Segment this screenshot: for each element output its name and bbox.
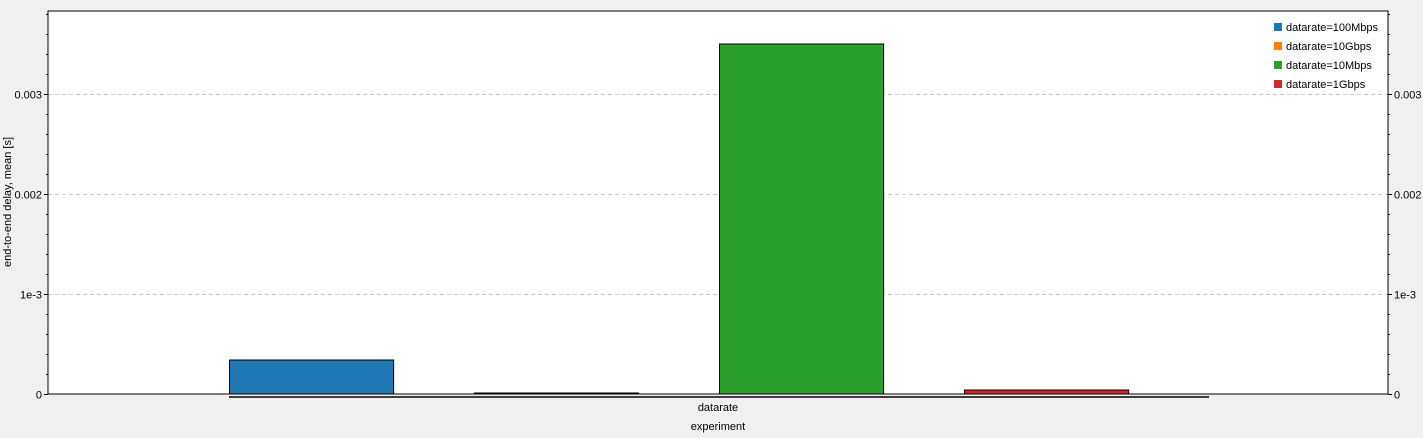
plot-frame <box>47 10 1389 395</box>
x-axis-label: experiment <box>691 421 745 433</box>
legend-swatch <box>1274 42 1282 50</box>
legend-label: datarate=1Gbps <box>1286 79 1366 91</box>
y-tick-label-right: 0.003 <box>1394 90 1422 102</box>
grid-layer <box>48 94 1388 295</box>
y-axis-ticks: 0 0 1e-3 1e-3 0.002 0.002 0.003 0.003 <box>14 90 1421 402</box>
legend-label: datarate=100Mbps <box>1286 22 1379 34</box>
y-tick-label-right: 1e-3 <box>1394 290 1416 302</box>
plot-area <box>48 11 1388 394</box>
y-tick-label-right: 0 <box>1394 390 1400 402</box>
y-tick-label-left: 0.002 <box>14 190 42 202</box>
bar-datarate-1gbps <box>964 389 1130 395</box>
y-tick-label-right: 0.002 <box>1394 190 1422 202</box>
legend-swatch <box>1274 23 1282 31</box>
legend: datarate=100Mbps datarate=10Gbps datarate=… <box>1274 22 1379 91</box>
legend-label: datarate=10Mbps <box>1286 60 1372 72</box>
legend-swatch <box>1274 61 1282 69</box>
group-label: datarate <box>698 402 738 414</box>
bar-datarate-100mbps <box>229 359 395 395</box>
legend-swatch <box>1274 80 1282 88</box>
y-tick-label-left: 1e-3 <box>20 290 42 302</box>
legend-label: datarate=10Gbps <box>1286 41 1372 53</box>
bars-layer <box>229 43 1130 395</box>
y-tick-label-left: 0 <box>36 390 42 402</box>
y-axis-label: end-to-end delay, mean [s] <box>2 137 14 267</box>
bar-datarate-10mbps <box>719 43 885 395</box>
y-tick-label-left: 0.003 <box>14 90 42 102</box>
